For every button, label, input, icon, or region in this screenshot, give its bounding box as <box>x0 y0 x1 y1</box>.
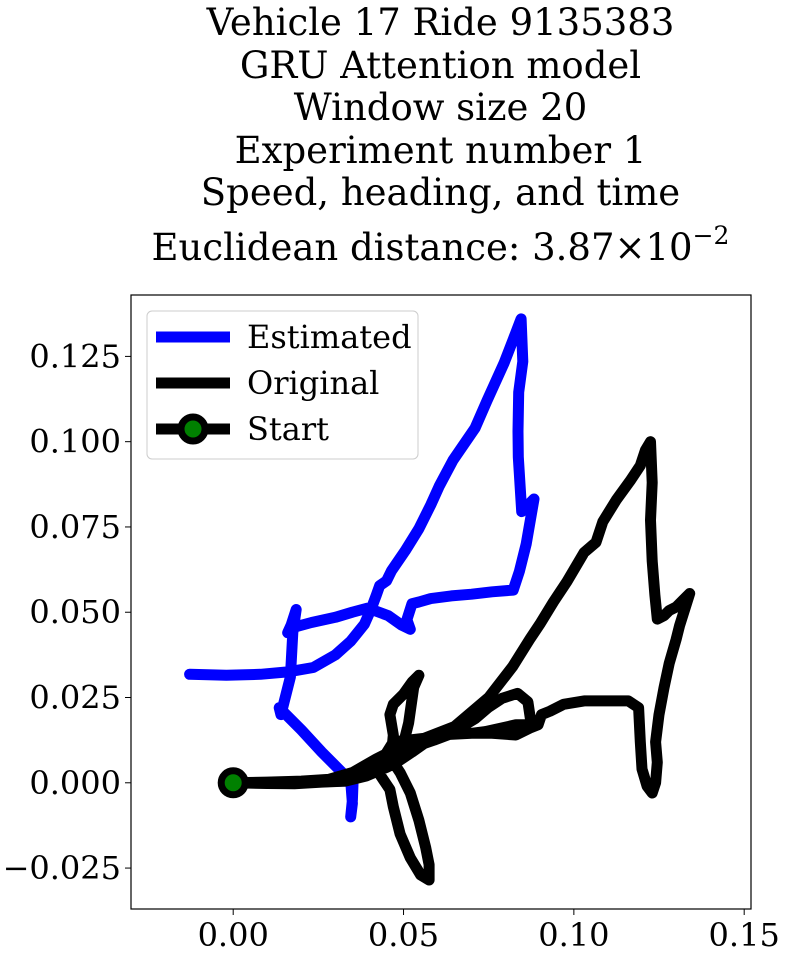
legend: Estimated Original Start <box>146 310 419 460</box>
title-line-4: Experiment number 1 <box>234 128 647 172</box>
x-tick-label: 0.10 <box>538 916 609 954</box>
legend-label-original: Original <box>247 364 379 402</box>
title-line-1: Vehicle 17 Ride 9135383 <box>206 1 675 44</box>
x-tick-label: 0.00 <box>198 916 269 954</box>
distance-base: 10 <box>645 225 693 269</box>
y-tick-label: 0.050 <box>29 593 121 631</box>
start-marker <box>217 767 249 799</box>
series-layer <box>184 313 696 886</box>
chart-title: Vehicle 17 Ride 9135383 GRU Attention mo… <box>0 1 785 270</box>
y-tick-label: 0.075 <box>29 508 121 546</box>
series-line-estimated <box>184 313 540 823</box>
y-tick-label: −0.025 <box>3 849 121 887</box>
distance-exponent: −2 <box>692 220 730 250</box>
y-tick-label: 0.125 <box>29 337 121 375</box>
distance-times: × <box>614 225 646 269</box>
y-tick-label: 0.000 <box>29 764 121 802</box>
ticks-layer: 0.00 0.05 0.10 0.15 −0.025 0.000 0.025 0.050 0.0… <box>3 337 780 954</box>
title-line-2: GRU Attention model <box>239 43 642 87</box>
x-tick-label: 0.05 <box>368 916 439 954</box>
title-line-3: Window size 20 <box>293 86 588 129</box>
y-tick-label: 0.025 <box>29 679 121 717</box>
title-line-5: Speed, heading, and time <box>200 171 681 214</box>
legend-box <box>146 310 419 460</box>
legend-label-estimated: Estimated <box>247 318 412 356</box>
y-tick-label: 0.100 <box>29 423 121 461</box>
distance-label: Euclidean distance: <box>151 225 533 269</box>
distance-mantissa: 3.87 <box>532 225 615 269</box>
x-tick-label: 0.15 <box>709 916 780 954</box>
series-line-original <box>227 436 696 886</box>
legend-label-start: Start <box>247 410 329 448</box>
plot-frame <box>130 294 752 910</box>
title-line-6: Euclidean distance: 3.87×10−2 <box>0 215 785 270</box>
legend-start-marker <box>177 413 209 445</box>
